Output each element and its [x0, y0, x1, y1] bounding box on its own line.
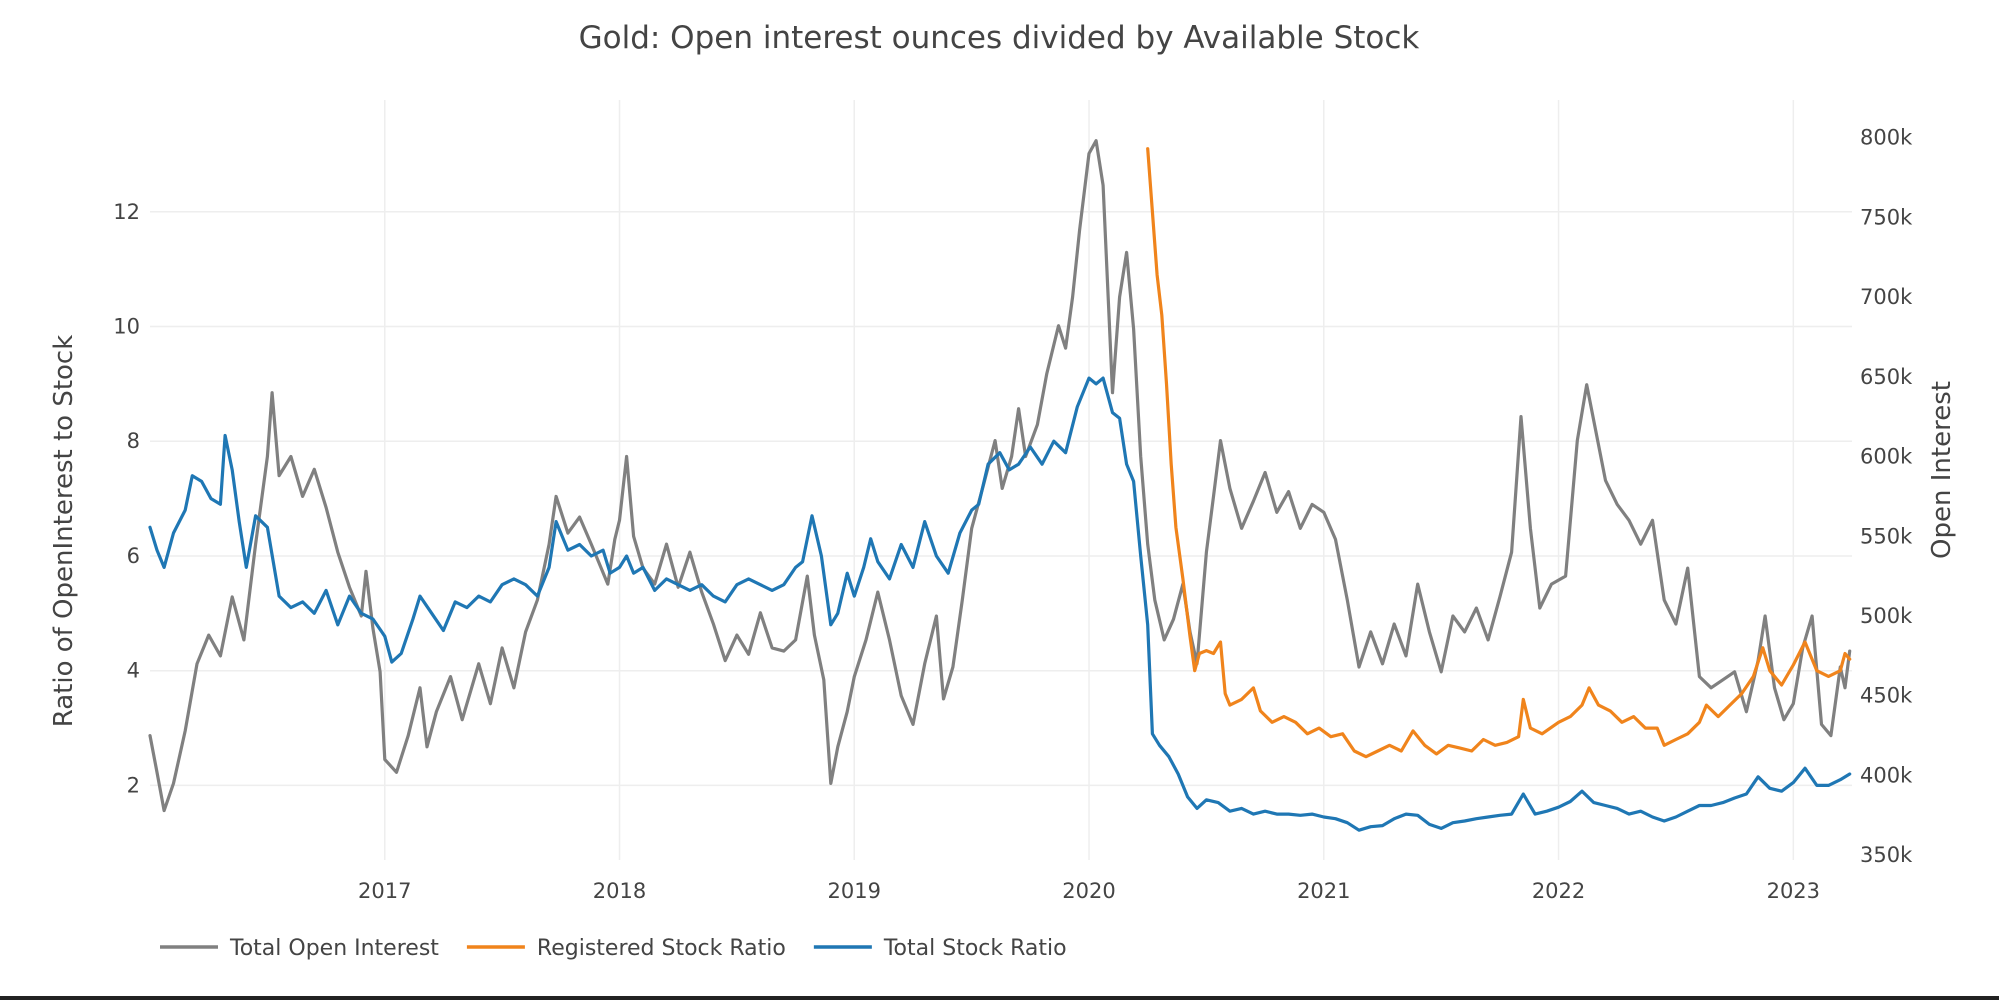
y2-axis-title: Open Interest — [1927, 381, 1957, 559]
y-axis-title: Ratio of OpenInterest to Stock — [49, 335, 79, 728]
x-gridlines — [384, 100, 1795, 860]
y2-tick-label: 650k — [1860, 365, 1913, 389]
y-tick-label: 4 — [127, 659, 140, 683]
y-tick-label: 12 — [113, 200, 140, 224]
y2-tick-label: 350k — [1860, 843, 1913, 867]
y2-tick-label: 400k — [1860, 763, 1913, 787]
y-tick-label: 8 — [127, 429, 140, 453]
legend: Total Open Interest Registered Stock Rati… — [160, 936, 1067, 961]
series-line-2 — [1146, 147, 1852, 759]
y2-tick-label: 500k — [1860, 604, 1913, 628]
y2-tick-label: 800k — [1860, 126, 1913, 150]
legend-item[interactable]: Total Open Interest — [160, 936, 439, 961]
series-line-3 — [148, 376, 1852, 832]
plot-area — [148, 139, 1852, 832]
y-axis-right: 350k 400k 450k 500k 550k 600k 650k 700k 750k 800k — [1860, 126, 1913, 868]
y-tick-label: 10 — [113, 315, 140, 339]
x-tick-label: 2018 — [593, 879, 646, 903]
y2-tick-label: 450k — [1860, 684, 1913, 708]
legend-item[interactable]: Registered Stock Ratio — [466, 936, 786, 961]
legend-label: Total Stock Ratio — [883, 936, 1067, 961]
legend-label: Total Open Interest — [229, 936, 439, 961]
x-tick-label: 2020 — [1062, 879, 1115, 903]
x-tick-label: 2017 — [358, 879, 411, 903]
x-axis: 2017 2018 2019 2020 2021 2022 2023 — [358, 879, 1820, 903]
y-tick-label: 6 — [127, 544, 140, 568]
y2-tick-label: 600k — [1860, 445, 1913, 469]
y2-tick-label: 550k — [1860, 524, 1913, 548]
bottom-border — [0, 996, 1999, 1000]
x-tick-label: 2023 — [1767, 879, 1820, 903]
x-tick-label: 2022 — [1532, 879, 1585, 903]
legend-label: Registered Stock Ratio — [537, 936, 786, 961]
y2-tick-label: 750k — [1860, 205, 1913, 229]
x-tick-label: 2021 — [1297, 879, 1350, 903]
x-tick-label: 2019 — [828, 879, 881, 903]
y2-tick-label: 700k — [1860, 285, 1913, 309]
series-line-1 — [148, 139, 1852, 813]
chart-title: Gold: Open interest ounces divided by Av… — [579, 20, 1420, 56]
legend-item[interactable]: Total Stock Ratio — [813, 936, 1067, 961]
y-axis-left: 2 4 6 8 10 12 — [113, 200, 140, 798]
y-tick-label: 2 — [127, 773, 140, 797]
